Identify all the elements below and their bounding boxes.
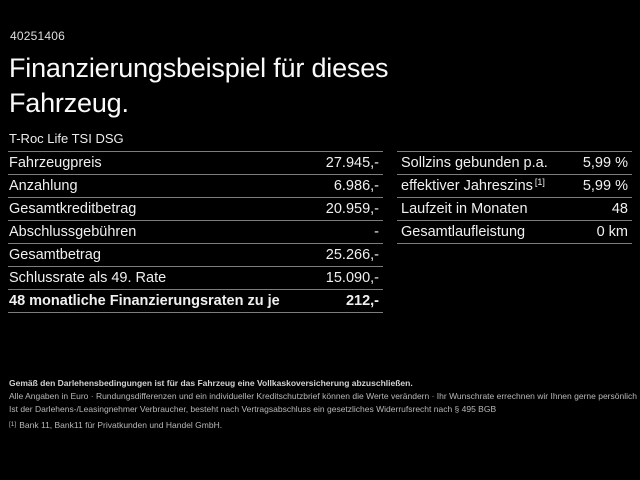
table-row-schlussrate: Schlussrate als 49. Rate 15.090,- [8,266,383,289]
table-row-laufzeit: Laufzeit in Monaten 48 [397,197,632,220]
row-label: Gesamtbetrag [9,247,101,263]
table-row-gesamtlaufleistung: Gesamtlaufleistung 0 km [397,220,632,243]
row-label: Gesamtkreditbetrag [9,201,137,217]
table-row-monatsrate: 48 monatliche Finanzierungsraten zu je 2… [8,289,383,312]
row-value: 27.945,- [325,155,379,171]
row-label: effektiver Jahreszins [1] [401,177,545,194]
page-title: Finanzierungsbeispiel für dieses Fahrzeu… [9,53,389,118]
row-value: 5,99 % [582,155,628,171]
row-value: 0 km [596,224,628,240]
row-label: Sollzins gebunden p.a. [401,155,548,171]
table-row-gesamtkreditbetrag: Gesamtkreditbetrag 20.959,- [8,197,383,220]
finance-table: Fahrzeugpreis 27.945,- Anzahlung 6.986,-… [8,151,383,313]
row-label: Schlussrate als 49. Rate [9,270,167,286]
row-value: 15.090,- [325,270,379,286]
row-label: Abschlussgebühren [9,224,137,240]
footnote-text: Bank 11, Bank11 für Privatkunden und Han… [19,420,223,430]
legal-footer: Gemäß den Darlehensbedingungen ist für d… [9,377,637,433]
row-label: Gesamtlaufleistung [401,224,526,240]
footnote-bank: [1] Bank 11, Bank11 für Privatkunden und … [9,419,637,433]
row-label: Laufzeit in Monaten [401,201,528,217]
row-value: 6.986,- [333,178,379,194]
row-value: 212,- [345,293,379,309]
row-value: 25.266,- [325,247,379,263]
vehicle-model: T-Roc Life TSI DSG [9,131,124,146]
legal-line-disclaimer: Alle Angaben in Euro · Rundungsdifferenz… [9,391,637,401]
footnote-reference: [1] [534,177,545,187]
table-row-sollzins: Sollzins gebunden p.a. 5,99 % [397,151,632,174]
table-row-effektiver-jahreszins: effektiver Jahreszins [1] 5,99 % [397,174,632,197]
conditions-table: Sollzins gebunden p.a. 5,99 % effektiver… [397,151,632,244]
legal-line-insurance: Gemäß den Darlehensbedingungen ist für d… [9,378,413,388]
table-row-anzahlung: Anzahlung 6.986,- [8,174,383,197]
vehicle-id: 40251406 [10,29,65,43]
footnote-marker: [1] [9,421,17,428]
legal-line-widerruf: Ist der Darlehens-/Leasingnehmer Verbrau… [9,404,497,414]
row-label: Anzahlung [9,178,78,194]
row-label: 48 monatliche Finanzierungsraten zu je [9,293,280,309]
row-value: - [374,224,379,240]
table-row-gesamtbetrag: Gesamtbetrag 25.266,- [8,243,383,266]
row-value: 5,99 % [582,178,628,194]
row-value: 48 [611,201,628,217]
row-value: 20.959,- [325,201,379,217]
row-label: Fahrzeugpreis [9,155,102,171]
table-row-fahrzeugpreis: Fahrzeugpreis 27.945,- [8,151,383,174]
table-row-abschlussgebuehren: Abschlussgebühren - [8,220,383,243]
